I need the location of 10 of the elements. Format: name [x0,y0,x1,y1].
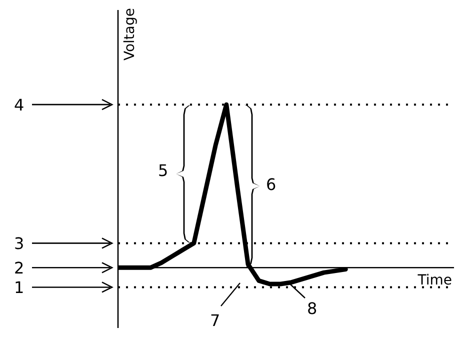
annotation: 5 [158,161,168,180]
text: 2 [14,258,24,278]
text: 4 [14,96,24,115]
text: 3 [14,234,24,254]
text: 8 [307,299,318,318]
annotation: 6 [266,175,276,194]
text: 1 [14,278,24,298]
text: 7 [210,311,220,330]
x-axis-title: Time [416,272,452,289]
y-axis-title: Voltage [122,8,138,61]
